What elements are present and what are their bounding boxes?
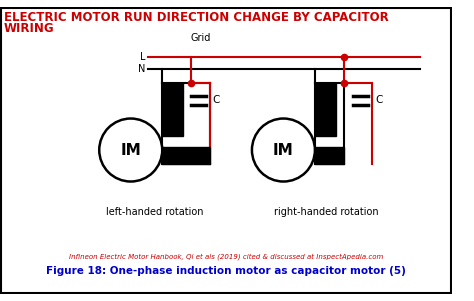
Text: Infineon Electric Motor Hanbook, Qi et als (2019) cited & discussed at InspectAp: Infineon Electric Motor Hanbook, Qi et a… [69, 253, 383, 260]
Text: L: L [139, 51, 145, 61]
Text: right-handed rotation: right-handed rotation [274, 207, 379, 217]
Bar [162, 147, 210, 164]
Text: Figure 18: One-phase induction motor as capacitor motor (5): Figure 18: One-phase induction motor as … [46, 266, 406, 276]
Text: ELECTRIC MOTOR RUN DIRECTION CHANGE BY CAPACITOR: ELECTRIC MOTOR RUN DIRECTION CHANGE BY C… [4, 11, 389, 24]
Bar [162, 83, 183, 136]
Text: N: N [137, 64, 145, 74]
Circle shape [99, 119, 162, 182]
Text: IM: IM [273, 142, 294, 157]
Bar [315, 147, 344, 164]
Text: C: C [375, 95, 383, 105]
Text: left-handed rotation: left-handed rotation [106, 207, 203, 217]
Circle shape [252, 119, 315, 182]
Text: Grid: Grid [191, 33, 211, 43]
Text: C: C [213, 95, 220, 105]
Bar [315, 83, 336, 136]
Text: WIRING: WIRING [4, 22, 55, 35]
Text: IM: IM [120, 142, 141, 157]
